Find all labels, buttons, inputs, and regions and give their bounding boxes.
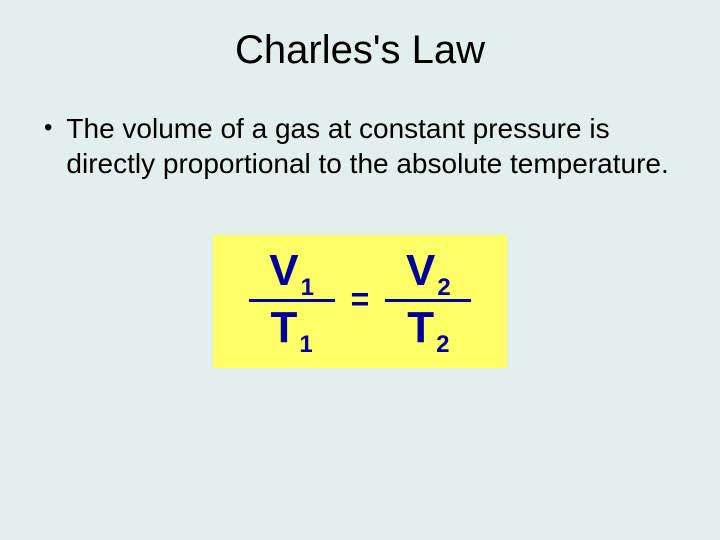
slide: Charles's Law • The volume of a gas at c… bbox=[0, 0, 720, 540]
fraction-left-denominator: T 1 bbox=[271, 306, 313, 350]
var-v1: V bbox=[269, 249, 298, 293]
var-t2: T bbox=[407, 306, 434, 350]
bullet-text: The volume of a gas at constant pressure… bbox=[66, 111, 676, 181]
sub-v2: 2 bbox=[437, 276, 450, 300]
bullet-marker: • bbox=[44, 111, 52, 146]
slide-title: Charles's Law bbox=[44, 28, 676, 73]
var-t1: T bbox=[271, 306, 298, 350]
fraction-right-numerator: V 2 bbox=[406, 249, 451, 293]
fraction-right-line bbox=[385, 299, 471, 302]
sub-v1: 1 bbox=[301, 276, 314, 300]
fraction-right-denominator: T 2 bbox=[407, 306, 449, 350]
equals-sign: = bbox=[351, 281, 370, 318]
formula-box: V 1 T 1 = V 2 T 2 bbox=[213, 235, 508, 368]
fraction-left-line bbox=[249, 299, 335, 302]
fraction-right: V 2 T 2 bbox=[385, 249, 471, 350]
formula-container: V 1 T 1 = V 2 T 2 bbox=[44, 235, 676, 368]
sub-t1: 1 bbox=[299, 333, 312, 357]
fraction-left-numerator: V 1 bbox=[269, 249, 314, 293]
sub-t2: 2 bbox=[436, 333, 449, 357]
var-v2: V bbox=[406, 249, 435, 293]
bullet-item: • The volume of a gas at constant pressu… bbox=[44, 111, 676, 181]
fraction-left: V 1 T 1 bbox=[249, 249, 335, 350]
